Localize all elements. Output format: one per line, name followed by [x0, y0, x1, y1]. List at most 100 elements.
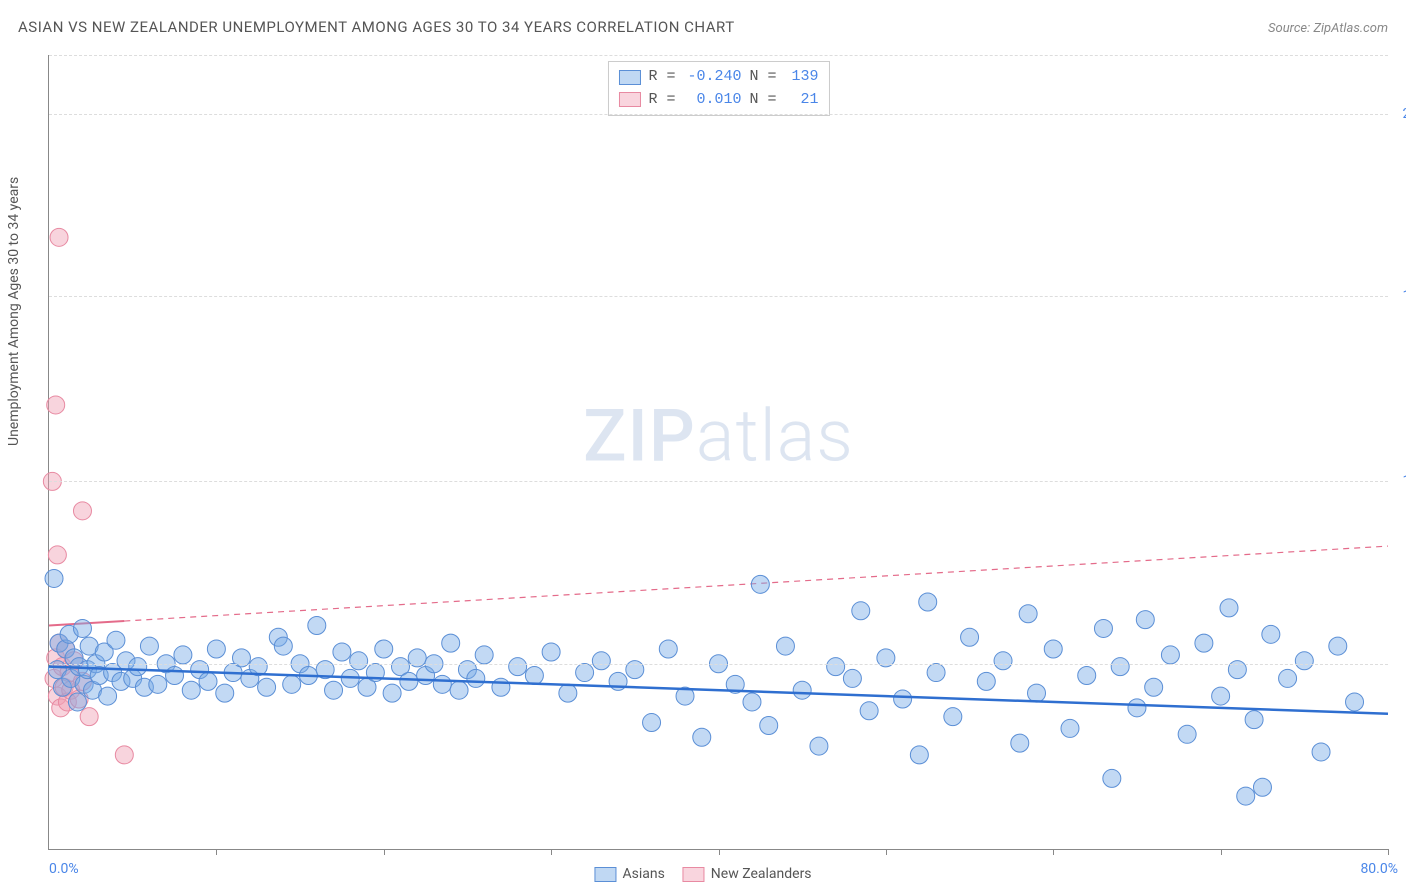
stats-row-nz: R = 0.010 N = 21 — [618, 89, 818, 112]
data-point — [492, 678, 510, 696]
data-point — [45, 569, 63, 587]
data-point — [1111, 658, 1129, 676]
legend-swatch-blue — [594, 867, 616, 882]
data-point — [1011, 734, 1029, 752]
data-point — [383, 684, 401, 702]
data-point — [743, 693, 761, 711]
data-point — [776, 637, 794, 655]
gridline — [49, 114, 1388, 115]
plot-svg — [49, 55, 1388, 849]
x-tick — [1388, 849, 1389, 855]
data-point — [1295, 652, 1313, 670]
data-point — [1195, 634, 1213, 652]
x-tick — [1221, 849, 1222, 855]
data-point — [48, 546, 66, 564]
chart-title: ASIAN VS NEW ZEALANDER UNEMPLOYMENT AMON… — [18, 18, 735, 36]
data-point — [73, 502, 91, 520]
data-point — [542, 643, 560, 661]
data-point — [1128, 699, 1146, 717]
data-point — [919, 593, 937, 611]
r-value-nz: 0.010 — [684, 89, 742, 112]
data-point — [129, 658, 147, 676]
data-point — [1212, 687, 1230, 705]
gridline — [49, 55, 1388, 56]
data-point — [793, 681, 811, 699]
data-point — [843, 669, 861, 687]
trend-line — [49, 667, 1388, 714]
data-point — [47, 396, 65, 414]
data-point — [1346, 693, 1364, 711]
data-point — [559, 684, 577, 702]
data-point — [258, 678, 276, 696]
data-point — [274, 637, 292, 655]
x-max-label: 80.0% — [1360, 861, 1398, 877]
data-point — [375, 640, 393, 658]
data-point — [1262, 625, 1280, 643]
legend-label-asians: Asians — [622, 866, 664, 882]
data-point — [1161, 646, 1179, 664]
data-point — [693, 728, 711, 746]
data-point — [467, 669, 485, 687]
data-point — [50, 228, 68, 246]
data-point — [525, 666, 543, 684]
swatch-pink — [618, 92, 640, 107]
gridline — [49, 481, 1388, 482]
source-prefix: Source: — [1268, 21, 1313, 36]
data-point — [994, 652, 1012, 670]
data-point — [659, 640, 677, 658]
n-label-2: N = — [750, 89, 777, 112]
data-point — [1329, 637, 1347, 655]
data-point — [1028, 684, 1046, 702]
data-point — [149, 675, 167, 693]
data-point — [73, 619, 91, 637]
source-link[interactable]: ZipAtlas.com — [1313, 21, 1388, 36]
r-value-asians: -0.240 — [684, 66, 742, 89]
x-tick — [384, 849, 385, 855]
data-point — [1103, 769, 1121, 787]
legend-label-nz: New Zealanders — [711, 866, 812, 882]
data-point — [944, 708, 962, 726]
x-tick — [551, 849, 552, 855]
data-point — [894, 690, 912, 708]
data-point — [283, 675, 301, 693]
x-tick — [886, 849, 887, 855]
data-point — [1061, 719, 1079, 737]
y-tick-label: 25.0% — [1402, 106, 1406, 122]
data-point — [1279, 669, 1297, 687]
data-point — [509, 658, 527, 676]
data-point — [99, 687, 117, 705]
n-value-asians: 139 — [785, 66, 819, 89]
data-point — [827, 658, 845, 676]
chart-header: ASIAN VS NEW ZEALANDER UNEMPLOYMENT AMON… — [18, 18, 1388, 36]
data-point — [207, 640, 225, 658]
data-point — [852, 602, 870, 620]
r-label-2: R = — [648, 89, 675, 112]
data-point — [333, 643, 351, 661]
data-point — [400, 672, 418, 690]
data-point — [199, 672, 217, 690]
n-value-nz: 21 — [785, 89, 819, 112]
y-axis-label: Unemployment Among Ages 30 to 34 years — [6, 177, 22, 446]
data-point — [643, 714, 661, 732]
r-label: R = — [648, 66, 675, 89]
x-tick — [216, 849, 217, 855]
data-point — [760, 716, 778, 734]
source-attribution: Source: ZipAtlas.com — [1268, 21, 1388, 36]
data-point — [433, 675, 451, 693]
y-tick-label: 18.8% — [1402, 288, 1406, 304]
stats-legend-box: R = -0.240 N = 139 R = 0.010 N = 21 — [607, 61, 829, 116]
data-point — [174, 646, 192, 664]
data-point — [308, 617, 326, 635]
data-point — [592, 652, 610, 670]
data-point — [1245, 711, 1263, 729]
data-point — [80, 708, 98, 726]
data-point — [860, 702, 878, 720]
data-point — [1220, 599, 1238, 617]
data-point — [1019, 605, 1037, 623]
data-point — [961, 628, 979, 646]
data-point — [1237, 787, 1255, 805]
data-point — [576, 664, 594, 682]
data-point — [115, 746, 133, 764]
data-point — [216, 684, 234, 702]
gridline — [49, 664, 1388, 665]
